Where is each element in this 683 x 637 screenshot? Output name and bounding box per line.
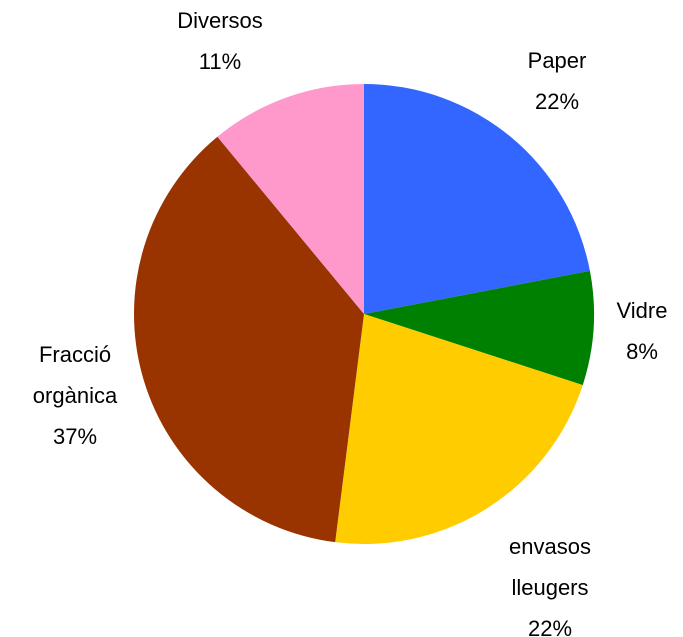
category-label: Fracció orgànica [32,342,118,408]
category-label: Diversos [177,8,263,33]
value-label: 22% [527,616,573,637]
category-label: Paper [527,48,587,73]
pie-slice [335,314,583,544]
slice-label: Diversos 11% [177,0,263,82]
value-label: 22% [534,89,580,114]
value-label: 37% [52,424,98,449]
category-label: envasos lleugers [509,534,591,600]
slice-label: Vidre 8% [617,290,668,372]
pie-slice [364,270,594,386]
pie-slice [217,84,364,314]
value-label: 8% [626,339,658,364]
category-label: Vidre [616,298,668,323]
value-label: 11% [198,49,242,74]
pie-slice [364,84,590,314]
slice-label: envasos lleugers 22% [500,526,600,637]
pie-slice [134,136,364,543]
slice-label: Fracció orgànica 37% [25,334,125,457]
slice-label: Paper 22% [528,40,587,122]
